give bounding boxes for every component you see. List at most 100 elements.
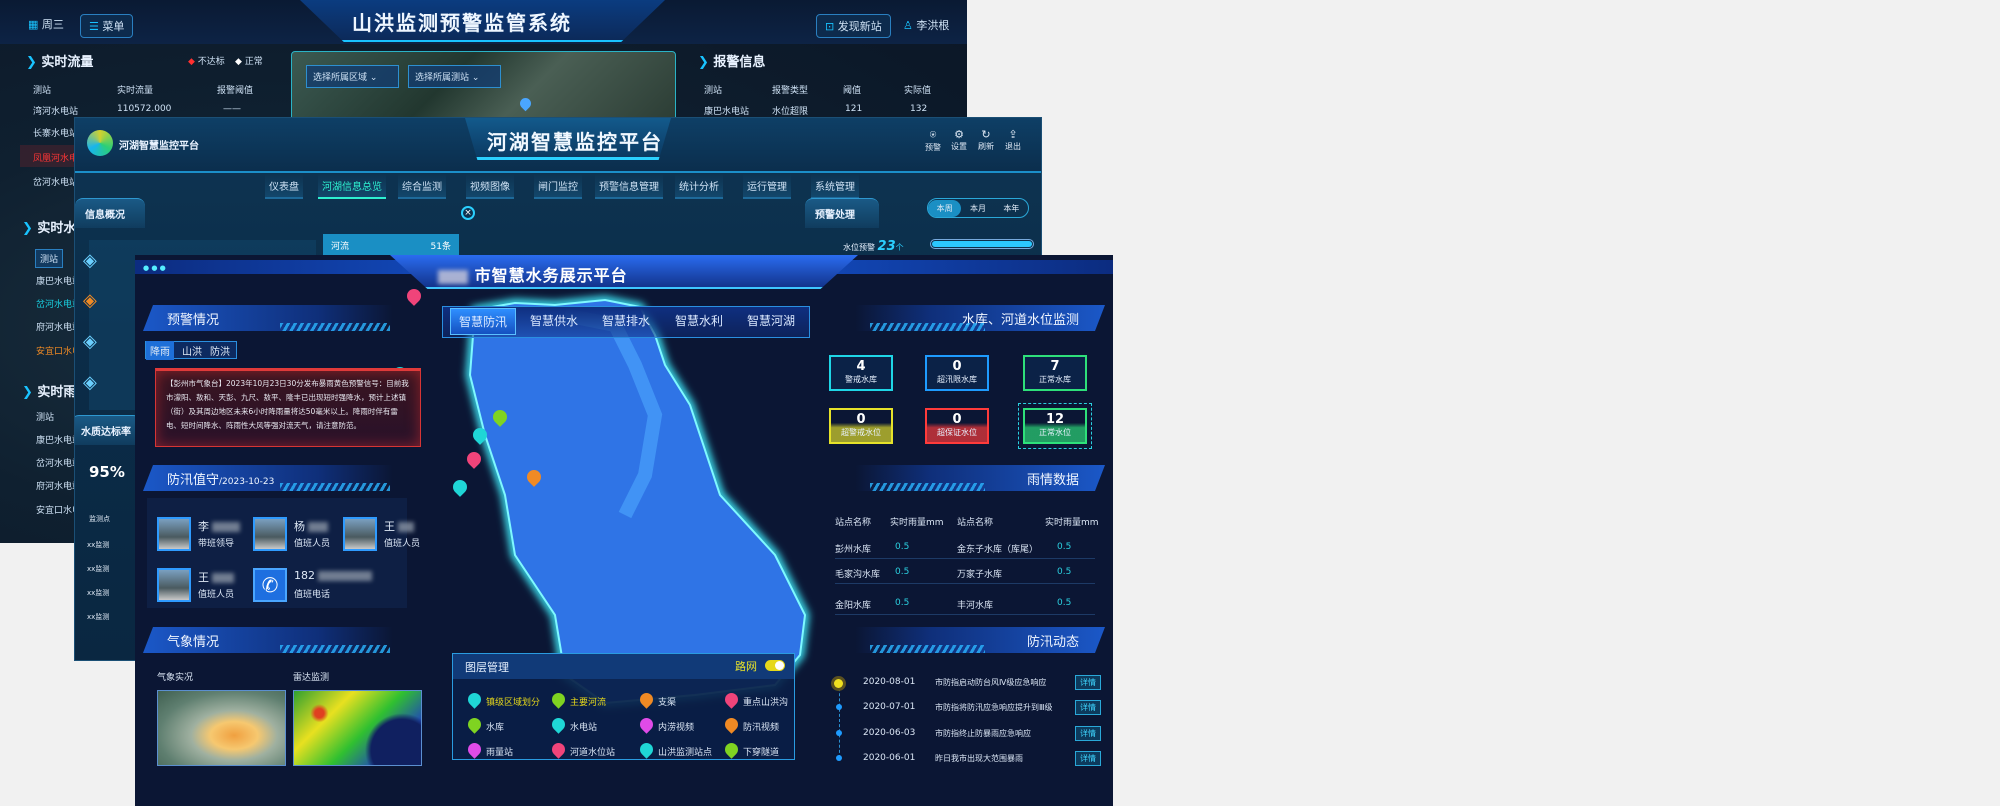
card-label: 超汛限水库 [937,375,977,384]
layer-label: 山洪监测站点 [658,748,713,758]
station-cell[interactable]: 凤凰河水电 [33,154,79,164]
weather-live-image[interactable] [157,690,286,766]
tab-drainage[interactable]: 智慧排水 [602,314,651,328]
tab-flood-control[interactable]: 智慧防汛 [450,308,517,335]
layer-item[interactable]: 山洪监测站点 [637,740,713,759]
phone-icon[interactable]: ✆ [253,568,287,602]
period-year[interactable]: 本年 [1003,203,1020,213]
redacted [308,522,328,532]
warning-unit: 个 [895,243,904,252]
refresh-action[interactable]: ↻ 刷新 [978,128,994,152]
tab-water-conservancy[interactable]: 智慧水利 [675,314,724,328]
layer-item[interactable]: 镇级区域划分 [465,690,540,709]
monitor-cell: xx监测 [87,613,110,621]
settings-action[interactable]: ⚙ 设置 [951,128,967,152]
action-label: 预警 [925,143,941,152]
card-value: 0 [952,412,962,427]
station-select[interactable]: 选择所属测站 ⌄ [408,65,501,88]
layer-item[interactable]: 雨量站 [465,740,513,759]
rain-value-cell: 0.5 [1057,598,1072,608]
phone-number: 182 [294,569,315,582]
station-cell[interactable]: 岔河水电站 [33,178,79,188]
period-month[interactable]: 本月 [969,203,986,213]
station-cell[interactable]: 长寨水电站 [33,129,79,139]
popup-close-button[interactable]: × [461,206,475,220]
popup-label: 河流 [331,242,350,252]
station-cell[interactable]: 湾河水电站 [33,107,79,117]
station-cell[interactable]: 康巴水电站 [36,277,82,287]
level-card[interactable]: 4 警戒水库 [829,355,893,391]
discover-station-button[interactable]: ⊡ 发现新站 [816,14,891,38]
layer-item[interactable]: 防汛视频 [722,715,779,734]
redacted [398,522,414,532]
layer-item[interactable]: 下穿隧道 [722,740,780,759]
level-card[interactable]: 0 超保证水位 [925,408,989,444]
region-select[interactable]: 选择所属区域 ⌄ [306,65,399,88]
threshold-cell: 121 [845,104,863,114]
station-cell[interactable]: 府河水电站 [36,482,82,492]
period-week[interactable]: 本周 [928,199,962,217]
station-name-cell: 金东子水库（库尾） [957,545,1039,555]
warning-action[interactable]: ⍟ 预警 [925,128,941,153]
detail-button[interactable]: 详情 [1075,751,1101,766]
menu-label: 菜单 [102,20,125,33]
station-cell[interactable]: 安宜口水电 [36,347,82,357]
station-cell[interactable]: 康巴水电站 [704,107,750,117]
nav-statistics[interactable]: 统计分析 [675,174,723,199]
level-card[interactable]: 12 正常水位 [1023,408,1087,444]
radar-image[interactable] [293,690,422,766]
layer-item[interactable]: 河道水位站 [549,740,615,759]
layer-label: 下穿隧道 [743,748,780,758]
tab-rivers-lakes[interactable]: 智慧河湖 [747,314,796,328]
logout-action[interactable]: ⇪ 退出 [1005,128,1021,152]
nav-video[interactable]: 视频图像 [466,174,514,199]
person-role: 值班人员 [198,590,235,600]
weekday-label: 周三 [41,18,64,31]
nav-system[interactable]: 系统管理 [811,174,859,199]
card-label: 正常水库 [1039,375,1071,384]
station-cell[interactable]: 府河水电站 [36,323,82,333]
subtab-rainfall[interactable]: 降雨 [146,340,174,360]
layer-item[interactable]: 重点山洪沟 [722,690,788,709]
nav-warning-management[interactable]: 预警信息管理 [595,174,663,199]
actual-cell: 132 [910,104,928,114]
layer-item[interactable]: 支渠 [637,690,677,709]
river-count-popup[interactable]: 河流 51条 [323,234,459,256]
level-card[interactable]: 7 正常水库 [1023,355,1087,391]
layer-item[interactable]: 主要河流 [549,690,606,709]
app-title: 山洪监测预警监管系统 [352,11,572,35]
person-name: 王 [384,518,414,534]
station-cell[interactable]: 岔河水电站 [36,459,82,469]
station-cell[interactable]: 岔河水电站 [36,300,82,310]
layer-item[interactable]: 水库 [465,715,504,734]
nav-monitoring[interactable]: 综合监测 [398,174,446,199]
user-menu[interactable]: ♙ 李洪根 [903,17,949,33]
subtab-flood-defense[interactable]: 防洪 [210,346,230,358]
subtab-mountain-flood[interactable]: 山洪 [182,346,202,358]
nav-dashboard[interactable]: 仪表盘 [265,174,303,199]
road-network-toggle[interactable] [765,660,785,671]
phone-label: 值班电话 [294,590,331,600]
level-card[interactable]: 0 超警戒水位 [829,408,893,444]
layer-item[interactable]: 水电站 [549,715,597,734]
layer-item[interactable]: 内涝视频 [637,715,694,734]
action-label: 设置 [951,142,967,151]
level-card[interactable]: 0 超汛限水库 [925,355,989,391]
nav-river-overview[interactable]: 河湖信息总览 [318,174,386,199]
tab-water-supply[interactable]: 智慧供水 [530,314,579,328]
alert-message: 【彭州市气象台】2023年10月23日30分发布暴雨黄色预警信号：目前我市濛阳、… [155,368,421,447]
card-label: 警戒水库 [845,375,877,384]
legend-normal: ◆ 正常 [235,54,263,67]
detail-button[interactable]: 详情 [1075,675,1101,690]
station-cell[interactable]: 康巴水电站 [36,436,82,446]
nav-gate[interactable]: 闸门监控 [534,174,582,199]
layer-label: 支渠 [658,698,677,708]
station-cell[interactable]: 安宜口水电 [36,506,82,516]
detail-button[interactable]: 详情 [1075,726,1101,741]
name-text: 王 [384,520,395,533]
region-select-placeholder: 选择所属区域 [313,73,368,83]
menu-button[interactable]: ☰ 菜单 [80,14,134,38]
detail-button[interactable]: 详情 [1075,700,1101,715]
nav-operations[interactable]: 运行管理 [743,174,791,199]
district-map[interactable] [135,255,1113,806]
